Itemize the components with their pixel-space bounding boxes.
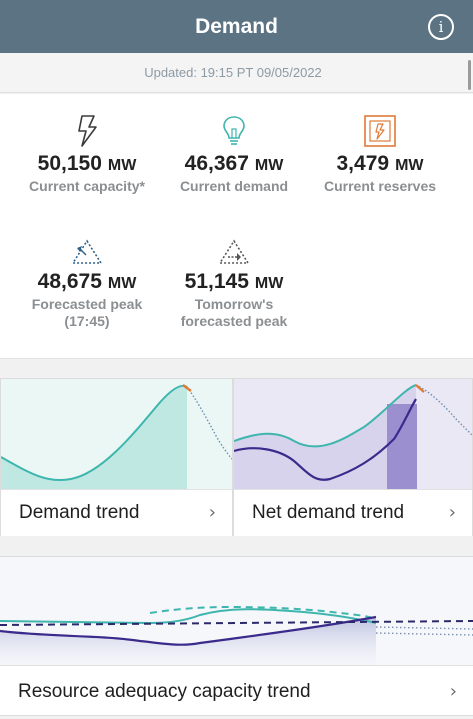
current-demand-value: 46,367 MW xyxy=(184,152,284,175)
current-reserves-unit: MW xyxy=(395,157,424,174)
demand-trend-label: Demand trend xyxy=(19,502,140,523)
stat-current-reserves: 3,479 MW Current reserves xyxy=(305,114,455,195)
chevron-right-icon: › xyxy=(208,502,216,523)
lightbulb-icon xyxy=(223,116,245,145)
forecasted-peak-unit: MW xyxy=(107,275,137,292)
header-bar: Demand i xyxy=(0,0,473,53)
current-demand-label: Current demand xyxy=(179,178,289,194)
net-demand-trend-card[interactable]: Net demand trend › xyxy=(233,378,473,536)
net-demand-trend-sparkline xyxy=(234,379,472,489)
demand-trend-footer[interactable]: Demand trend › xyxy=(1,489,232,536)
net-demand-trend-footer[interactable]: Net demand trend › xyxy=(234,489,472,536)
stat-forecasted-peak: 48,675 MW Forecasted peak (17:45) xyxy=(12,238,162,330)
stat-current-capacity: 50,150 MW Current capacity* xyxy=(12,114,162,195)
current-reserves-value: 3,479 MW xyxy=(336,152,424,175)
tomorrow-triangle-icon xyxy=(218,239,250,264)
stats-panel: 50,150 MW Current capacity* 46,367 MW Curr… xyxy=(0,94,473,359)
forecast-triangle-icon xyxy=(71,239,103,264)
resource-adequacy-label: Resource adequacy capacity trend xyxy=(18,681,311,702)
tomorrow-peak-label-line2: forecasted peak xyxy=(180,313,288,329)
resource-adequacy-sparkline xyxy=(0,557,473,665)
chevron-right-icon: › xyxy=(449,681,457,702)
lightning-bolt-icon xyxy=(78,115,97,147)
resource-adequacy-card[interactable]: Resource adequacy capacity trend › xyxy=(0,556,473,716)
current-reserves-label: Current reserves xyxy=(323,178,437,194)
forecasted-peak-label: Forecasted peak xyxy=(31,296,143,312)
info-icon[interactable]: i xyxy=(428,14,454,40)
tomorrow-peak-value: 51,145 MW xyxy=(184,270,284,293)
tomorrow-peak-unit: MW xyxy=(254,275,284,292)
net-demand-trend-label: Net demand trend xyxy=(252,502,405,523)
current-capacity-label: Current capacity* xyxy=(29,178,145,194)
trend-cards-row: Demand trend › Net demand trend › xyxy=(0,378,473,536)
scrollbar[interactable] xyxy=(468,60,471,90)
current-capacity-unit: MW xyxy=(107,157,137,174)
stat-tomorrow-peak: 51,145 MW Tomorrow's forecasted peak xyxy=(159,238,309,330)
resource-adequacy-footer[interactable]: Resource adequacy capacity trend › xyxy=(0,665,473,716)
current-capacity-value: 50,150 MW xyxy=(37,152,137,175)
current-demand-unit: MW xyxy=(254,157,284,174)
page-title: Demand xyxy=(195,15,278,38)
reserves-box-icon xyxy=(364,115,396,147)
demand-trend-sparkline xyxy=(1,379,232,489)
updated-timestamp: Updated: 19:15 PT 09/05/2022 xyxy=(144,65,322,80)
tomorrow-peak-label-line1: Tomorrow's xyxy=(194,296,274,312)
updated-bar: Updated: 19:15 PT 09/05/2022 xyxy=(0,53,473,93)
forecasted-peak-value: 48,675 MW xyxy=(37,270,137,293)
forecasted-peak-time: (17:45) xyxy=(64,313,110,329)
stat-current-demand: 46,367 MW Current demand xyxy=(159,114,309,195)
chevron-right-icon: › xyxy=(448,502,456,523)
demand-trend-card[interactable]: Demand trend › xyxy=(0,378,233,536)
